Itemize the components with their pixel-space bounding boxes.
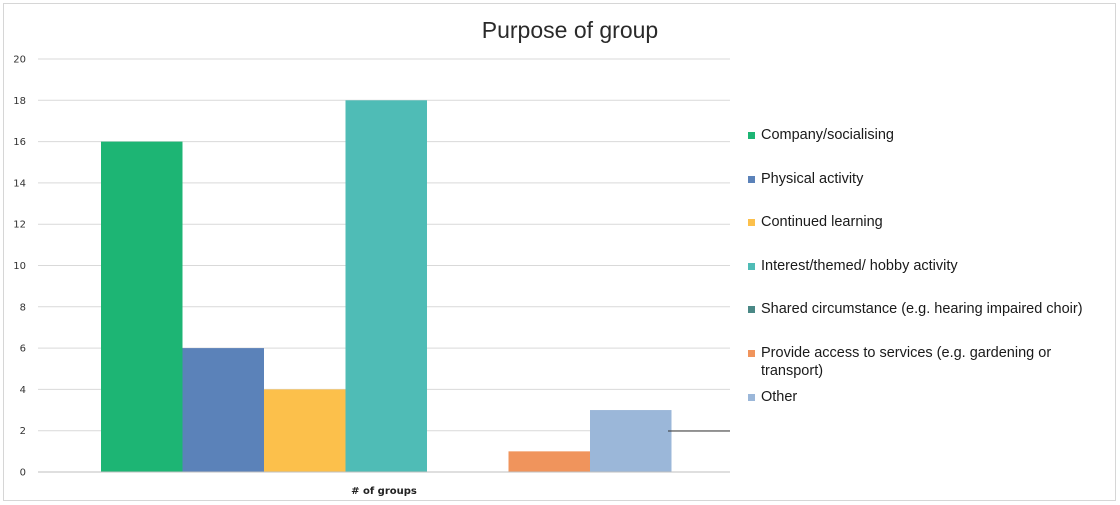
legend-swatch [748, 132, 755, 139]
legend-label: Provide access to services (e.g. gardeni… [761, 345, 1052, 379]
legend-swatch [748, 394, 755, 401]
bar-continued-learning [264, 389, 346, 472]
legend-item: Physical activity [748, 170, 1106, 188]
legend-item: Other [748, 388, 1106, 406]
bar-provide-access-to-services-e-g-gardening-or-transport [508, 451, 590, 472]
y-tick-label: 10 [13, 261, 26, 272]
bar-interest-themed-hobby-activity [345, 100, 427, 473]
legend-label: Continued learning [761, 214, 883, 230]
legend-swatch [748, 350, 755, 357]
y-tick-label: 0 [20, 468, 26, 479]
y-tick-label: 6 [20, 344, 26, 355]
y-tick-label: 2 [20, 426, 26, 437]
legend-swatch [748, 176, 755, 183]
bar-other [590, 410, 672, 472]
bar-company-socialising [101, 141, 183, 472]
legend-item: Continued learning [748, 213, 1106, 231]
legend-label: Company/socialising [761, 127, 894, 143]
legend-label: Physical activity [761, 171, 864, 187]
y-tick-label: 8 [20, 302, 26, 313]
legend-swatch [748, 306, 755, 313]
legend-item: Interest/themed/ hobby activity [748, 257, 1106, 275]
chart-title: Purpose of group [481, 17, 659, 43]
legend-item: Shared circumstance (e.g. hearing impair… [748, 300, 1106, 318]
x-axis-category-label: # of groups [351, 486, 417, 497]
y-tick-label: 12 [13, 220, 26, 231]
bars [101, 100, 672, 473]
legend-label: Interest/themed/ hobby activity [761, 258, 958, 274]
y-tick-label: 18 [13, 96, 26, 107]
y-tick-label: 4 [20, 385, 26, 396]
y-tick-label: 14 [13, 178, 26, 189]
legend-item: Provide access to services (e.g. gardeni… [748, 344, 1106, 380]
y-tick-label: 20 [13, 55, 26, 66]
legend-item: Company/socialising [748, 126, 1106, 144]
legend-label: Other [761, 389, 798, 405]
y-tick-label: 16 [13, 137, 26, 148]
legend-label: Shared circumstance (e.g. hearing impair… [761, 301, 1083, 317]
y-axis-tick-labels: 0 2 4 6 8 10 12 14 16 18 20 [13, 55, 26, 479]
legend-swatch [748, 263, 755, 270]
legend-swatch [748, 219, 755, 226]
bar-physical-activity [182, 348, 264, 472]
